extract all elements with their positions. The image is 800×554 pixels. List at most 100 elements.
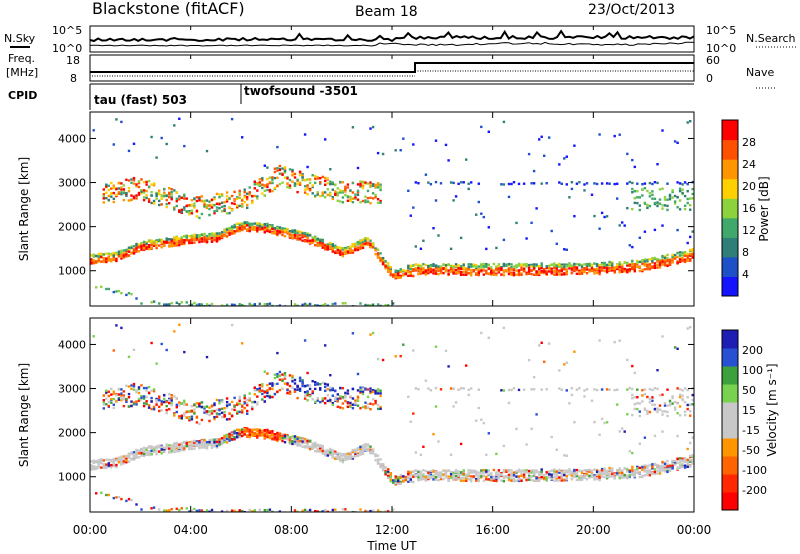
velocity-cell — [241, 430, 244, 433]
velocity-cell — [193, 403, 196, 406]
velocity-cell — [429, 473, 433, 476]
velocity-cell — [308, 387, 312, 391]
power-cell — [298, 170, 302, 173]
velocity-cell — [180, 448, 183, 452]
power-cell — [225, 235, 229, 238]
power-cell — [459, 270, 463, 274]
velocity-cell — [527, 478, 531, 481]
velocity-cell — [595, 470, 599, 474]
velocity-cell — [296, 444, 299, 447]
velocity-cell — [203, 405, 206, 409]
velocity-cell — [243, 397, 246, 400]
power-cell — [140, 248, 143, 251]
velocity-cell — [379, 510, 382, 512]
velocity-cell — [316, 449, 319, 453]
power-cell — [137, 193, 141, 196]
power-cell — [475, 265, 478, 268]
power-cell — [296, 235, 299, 238]
velocity-cell — [344, 508, 347, 511]
velocity-cell — [477, 471, 480, 474]
power-cell — [648, 258, 652, 261]
velocity-cell — [538, 344, 541, 347]
velocity-cell — [140, 454, 143, 457]
power-cell — [208, 232, 211, 236]
velocity-cell — [168, 447, 171, 450]
power-cell — [140, 242, 143, 245]
velocity-cell — [626, 388, 629, 391]
velocity-cell — [165, 411, 168, 415]
velocity-cell — [301, 441, 304, 445]
power-cell — [540, 182, 543, 185]
velocity-cell — [356, 448, 360, 451]
velocity-cell — [271, 382, 274, 385]
velocity-cell — [477, 474, 480, 477]
power-cell — [321, 242, 324, 245]
power-cell — [638, 269, 641, 273]
power-cell — [276, 184, 279, 187]
power-cell — [543, 154, 546, 157]
power-cell — [686, 201, 689, 205]
velocity-cell — [633, 469, 636, 472]
velocity-cell — [183, 448, 186, 452]
velocity-cell — [354, 399, 357, 402]
velocity-cell — [314, 510, 317, 512]
power-cell — [449, 264, 453, 268]
velocity-cell — [200, 405, 204, 409]
power-cell — [248, 229, 251, 233]
power-cell — [296, 231, 299, 234]
power-cell — [303, 133, 307, 136]
power-cell — [671, 189, 674, 192]
velocity-cell — [137, 452, 141, 455]
power-cell — [230, 194, 234, 198]
power-cell — [454, 271, 458, 274]
velocity-cell — [573, 472, 576, 475]
power-cell — [658, 202, 662, 205]
power-cell — [689, 120, 692, 123]
velocity-cell — [92, 465, 95, 468]
power-cell — [595, 271, 599, 275]
power-cell — [223, 229, 226, 232]
velocity-cell — [241, 411, 244, 414]
velocity-cell — [152, 405, 156, 409]
power-cell — [286, 177, 289, 180]
power-cell — [321, 191, 324, 194]
power-cell — [540, 271, 543, 274]
velocity-cell — [356, 404, 360, 407]
power-cell — [266, 183, 269, 186]
power-cell — [510, 273, 513, 276]
power-cell — [623, 224, 626, 227]
power-cell — [324, 196, 327, 199]
power-cell — [454, 263, 458, 266]
power-cell — [311, 241, 314, 244]
power-cell — [580, 271, 584, 275]
velocity-cell — [243, 431, 246, 435]
power-cell — [152, 199, 156, 203]
power-cell — [248, 224, 251, 227]
power-cell — [517, 269, 521, 272]
velocity-cell — [253, 400, 256, 404]
velocity-cell — [636, 471, 639, 475]
velocity-cell — [349, 454, 352, 457]
power-cell — [507, 271, 511, 274]
power-cell — [288, 230, 292, 233]
velocity-cell — [258, 384, 261, 387]
velocity-cell — [550, 473, 553, 476]
velocity-cell — [268, 396, 272, 399]
velocity-cell — [213, 444, 216, 448]
power-cell — [130, 251, 133, 255]
velocity-cell — [565, 469, 568, 472]
velocity-cell — [563, 454, 566, 457]
velocity-cell — [595, 473, 599, 477]
velocity-cell — [127, 405, 131, 408]
velocity-cell — [419, 473, 423, 477]
velocity-cell — [173, 448, 176, 451]
velocity-cell — [107, 493, 110, 497]
velocity-cell — [392, 481, 395, 484]
power-cell — [311, 239, 314, 242]
velocity-cell — [326, 388, 329, 391]
power-cell — [374, 183, 377, 187]
power-cell — [482, 268, 485, 271]
velocity-cell — [190, 442, 194, 446]
velocity-cell — [633, 371, 636, 375]
power-cell — [158, 244, 161, 247]
